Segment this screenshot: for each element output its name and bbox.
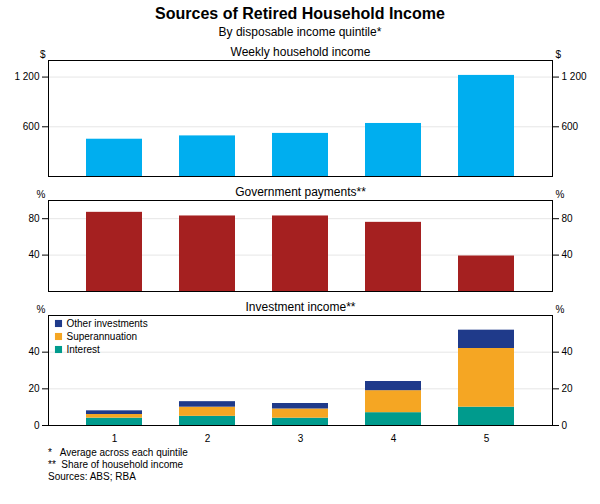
- svg-text:20: 20: [562, 383, 574, 394]
- html-text:Sources: ABS; RBA: Sources: ABS; RBA: [48, 471, 136, 482]
- svg-text:Superannuation: Superannuation: [67, 331, 138, 342]
- html-text:* Average across each quintile: * Average across each quintile: [48, 447, 188, 458]
- svg-text:1 200: 1 200: [562, 71, 587, 82]
- svg-text:1: 1: [112, 433, 118, 444]
- svg-text:4: 4: [391, 433, 397, 444]
- svg-text:Investment income**: Investment income**: [245, 300, 355, 314]
- svg-text:600: 600: [562, 121, 579, 132]
- svg-text:5: 5: [484, 433, 490, 444]
- svg-text:Other investments: Other investments: [67, 318, 148, 329]
- svg-text:40: 40: [28, 249, 40, 260]
- svg-text:20: 20: [28, 383, 40, 394]
- svg-text:%: %: [37, 189, 46, 200]
- svg-text:80: 80: [28, 213, 40, 224]
- svg-text:Interest: Interest: [67, 344, 101, 355]
- svg-text:Weekly household income: Weekly household income: [231, 45, 371, 59]
- svg-text:600: 600: [23, 121, 40, 132]
- svg-text:0: 0: [562, 420, 568, 431]
- svg-text:1 200: 1 200: [14, 71, 39, 82]
- html-text:Sources of Retired Household I: Sources of Retired Household Income: [155, 5, 445, 22]
- svg-text:%: %: [556, 304, 565, 315]
- svg-text:40: 40: [28, 346, 40, 357]
- svg-text:$: $: [40, 49, 46, 60]
- svg-text:40: 40: [562, 346, 574, 357]
- svg-text:0: 0: [34, 420, 40, 431]
- svg-text:80: 80: [562, 213, 574, 224]
- html-text:By disposable income quintile*: By disposable income quintile*: [218, 25, 382, 39]
- svg-text:3: 3: [298, 433, 304, 444]
- html-text:** Share of household income: ** Share of household income: [48, 459, 184, 470]
- svg-text:$: $: [556, 49, 562, 60]
- svg-text:%: %: [556, 189, 565, 200]
- svg-text:2: 2: [205, 433, 211, 444]
- svg-text:40: 40: [562, 249, 574, 260]
- svg-text:%: %: [37, 304, 46, 315]
- svg-text:Government payments**: Government payments**: [235, 185, 366, 199]
